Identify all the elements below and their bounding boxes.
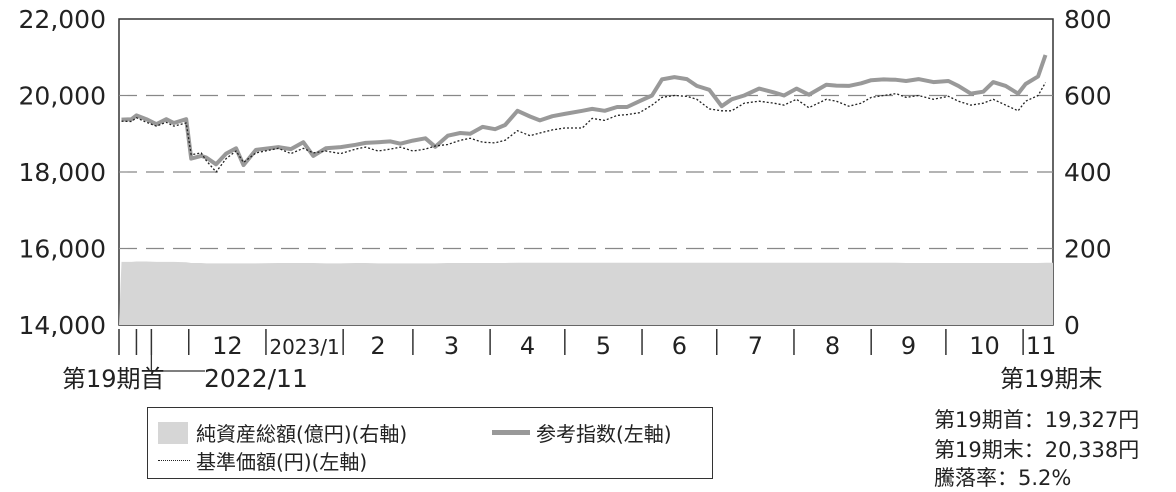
grid-lines	[119, 94, 1053, 250]
series-benchmark-line	[121, 54, 1048, 168]
legend-label-net-assets: 純資産総額(億円)(右軸)	[196, 422, 408, 446]
y-left-tick-label: 20,000	[19, 82, 106, 111]
y-left-tick-label: 18,000	[19, 158, 106, 187]
legend-swatch-solid	[492, 430, 530, 435]
x-tick-label: 12	[212, 332, 243, 360]
y-left-ticks: 14,000 16,000 18,000 20,000 22,000	[19, 5, 106, 340]
x-tick-label: 2	[370, 332, 385, 360]
legend: 純資産総額(億円)(右軸) 参考指数(左軸) 基準価額(円)(左軸)	[147, 407, 713, 479]
y-right-tick-label: 600	[1064, 82, 1112, 111]
net-assets-area	[119, 261, 1053, 325]
legend-swatch-dotted	[158, 460, 190, 461]
x-axis: 12 2023/1 2 3 4 5 6 7 8 9 10 11 第19期首 2022/11 第19期末	[62, 329, 1103, 393]
x-tick-label: 6	[672, 332, 687, 360]
x-tick-label: 10	[969, 332, 1000, 360]
x-period-end-label: 第19期末	[1000, 365, 1103, 393]
legend-item-net-assets: 純資産総額(億円)(右軸)	[158, 418, 407, 447]
y-right-tick-label: 800	[1064, 5, 1112, 34]
x-tick-label: 7	[748, 332, 763, 360]
x-tick-label: 4	[520, 332, 535, 360]
legend-item-nav: 基準価額(円)(左軸)	[158, 446, 367, 475]
x-leader-line	[150, 355, 205, 372]
legend-label-benchmark: 参考指数(左軸)	[536, 422, 672, 446]
series-net-assets-area	[119, 261, 1053, 325]
y-right-tick-label: 200	[1064, 235, 1112, 264]
note-start: 第19期首：19,327円	[934, 408, 1140, 432]
x-tick-label: 5	[596, 332, 611, 360]
x-tick-label: 2023/1	[269, 335, 339, 359]
legend-item-benchmark: 参考指数(左軸)	[492, 418, 672, 447]
y-right-ticks: 0 200 400 600 800	[1064, 5, 1112, 340]
series-nav-line	[121, 82, 1047, 173]
note-change: 騰落率：5.2%	[934, 466, 1072, 490]
x-start-date-label: 2022/11	[204, 364, 308, 393]
x-tick-label: 8	[825, 332, 840, 360]
x-period-start-label: 第19期首	[62, 365, 165, 393]
y-right-tick-label: 400	[1064, 158, 1112, 187]
x-tick-label: 11	[1026, 332, 1057, 360]
legend-label-nav: 基準価額(円)(左軸)	[196, 450, 368, 474]
x-tick-label: 9	[901, 332, 916, 360]
legend-swatch-fill	[158, 421, 188, 444]
note-end: 第19期末：20,338円	[934, 438, 1140, 462]
y-left-tick-label: 22,000	[19, 5, 106, 34]
y-left-tick-label: 14,000	[19, 311, 106, 340]
x-tick-label: 3	[444, 332, 459, 360]
y-right-tick-label: 0	[1064, 311, 1080, 340]
series-lines	[121, 54, 1048, 173]
y-left-tick-label: 16,000	[19, 235, 106, 264]
